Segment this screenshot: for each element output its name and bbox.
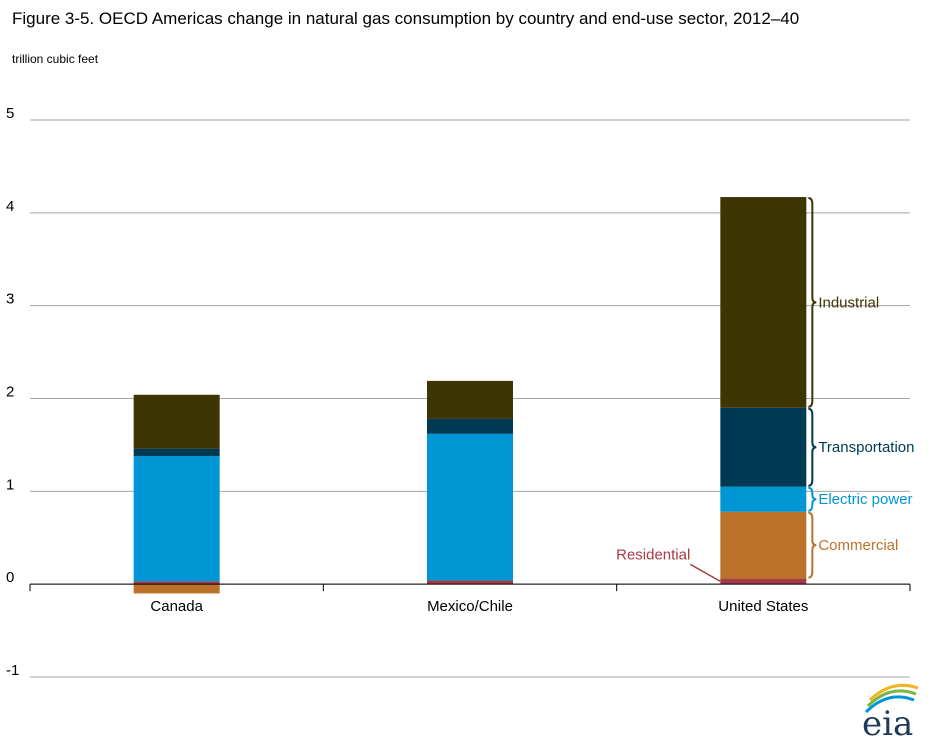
annotation-label-residential: Residential [616,546,690,563]
y-tick-label: 0 [6,569,14,586]
bar-commercial [720,511,807,579]
y-tick-label: 5 [6,105,14,122]
y-axis-unit: trillion cubic feet [12,52,99,66]
bar-residential [720,578,807,585]
y-tick-label: 2 [6,384,14,401]
logo-arc-yellow [868,683,919,702]
bar-electric-power [427,433,513,581]
x-axis: Canada Mexico/Chile United States [29,583,911,615]
y-tick-label: -1 [6,662,19,679]
bar-industrial [133,394,220,449]
annotation-brace [808,197,817,408]
bar-electric-power [720,486,807,512]
bar-industrial [720,197,807,408]
annotation-brace [808,407,817,487]
bars [133,197,807,594]
y-tick-label: 4 [6,198,14,215]
bar-transportation [427,418,513,434]
annotation-label-transportation: Transportation [818,439,914,456]
bar-electric-power [133,456,220,582]
annotation-brace [808,486,817,512]
residential-leader-line [689,563,721,583]
logo-arc-blue [864,695,915,714]
bar-transportation [133,448,220,457]
annotation-label-commercial: Commercial [818,537,898,554]
x-category-label: Mexico/Chile [427,598,513,615]
eia-logo: eia [862,683,919,743]
y-tick-label: 1 [6,476,14,493]
x-category-label: United States [718,598,808,615]
bar-residential [427,580,513,585]
x-category-label: Canada [150,598,203,615]
series-annotations: Industrial Transportation Commercial Electr… [616,197,915,583]
bar-residential [133,581,220,585]
logo-arc-green [866,689,917,708]
annotation-label-industrial: Industrial [818,294,879,311]
y-tick-label: 3 [6,291,14,308]
bar-commercial [133,584,220,594]
annotation-label-electric-power: Electric power [818,491,912,508]
logo-text: eia [862,704,913,743]
chart-title: Figure 3-5. OECD Americas change in natu… [12,9,800,28]
bar-industrial [427,380,513,419]
y-axis-ticks: 5 4 3 2 1 0 -1 [6,105,19,679]
bar-transportation [720,407,807,487]
annotation-brace [808,511,817,579]
